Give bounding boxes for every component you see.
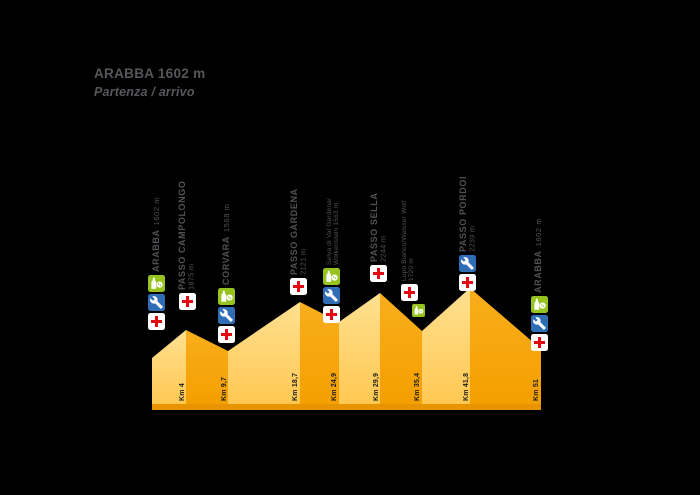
km-label: Km 18,7 <box>292 373 299 401</box>
km-label: Km 4 <box>179 383 186 401</box>
refreshment-icon <box>323 268 340 285</box>
medical-icon <box>531 334 548 351</box>
profile-segment <box>339 293 380 405</box>
medical-icon <box>370 265 387 282</box>
medical-icon <box>218 326 235 343</box>
mechanic-icon <box>218 307 235 324</box>
page-title: ARABBA 1602 m <box>94 66 206 81</box>
mechanic-icon <box>323 287 340 304</box>
mechanic-icon <box>148 294 165 311</box>
page-subtitle: Partenza / arrivo <box>94 85 195 99</box>
station-label: PASSO GARDENA <box>289 188 299 275</box>
station-label: Selva di Val Gardena/ <box>326 198 333 265</box>
profile-segment <box>228 302 300 405</box>
refreshment-icon <box>531 296 548 313</box>
station-elevation: 1875 m <box>187 264 196 290</box>
medical-icon <box>459 274 476 291</box>
medical-icon <box>290 278 307 295</box>
station-elevation: Wolkenstein 1563 m <box>333 203 340 265</box>
profile-segment <box>152 330 186 405</box>
km-label: Km 35,4 <box>414 373 421 401</box>
station-label: PASSO CAMPOLONGO <box>177 181 187 290</box>
station-label: Lupo Bianco/Weisser Wolf <box>401 200 408 281</box>
refreshment-icon <box>218 288 235 305</box>
profile-segment <box>186 330 228 405</box>
km-label: Km 24,9 <box>331 373 338 401</box>
station-elevation: 2121 m <box>299 249 308 275</box>
station-elevation: 1720 m <box>408 258 415 281</box>
medical-icon <box>179 293 196 310</box>
km-label: Km 9,7 <box>221 377 228 401</box>
baseline-strip <box>152 404 541 410</box>
profile-segment <box>422 288 470 405</box>
station-label: PASSO PORDOI <box>458 176 468 252</box>
station-elevation: 2239 m <box>468 226 477 252</box>
title-block: ARABBA 1602 m Partenza / arrivo <box>94 66 205 99</box>
station-label: ARABBA1602 m <box>151 197 161 272</box>
station-label: PASSO SELLA <box>369 193 379 262</box>
mechanic-icon <box>459 255 476 272</box>
profile-segment <box>380 293 422 405</box>
station-elevation: 2244 m <box>379 236 388 262</box>
km-label: Km 51 <box>533 379 540 401</box>
mechanic-icon <box>531 315 548 332</box>
station-label: CORVARA1568 m <box>221 204 231 286</box>
km-label: Km 41,8 <box>463 373 470 401</box>
station-label: ARABBA1602 m <box>533 218 543 293</box>
refreshment-icon <box>148 275 165 292</box>
profile-segment <box>470 288 541 405</box>
medical-icon <box>148 313 165 330</box>
medical-icon <box>323 306 340 323</box>
refreshment-icon <box>412 304 425 317</box>
profile-segment <box>300 302 339 405</box>
medical-icon <box>401 284 418 301</box>
km-label: Km 29,9 <box>373 373 380 401</box>
